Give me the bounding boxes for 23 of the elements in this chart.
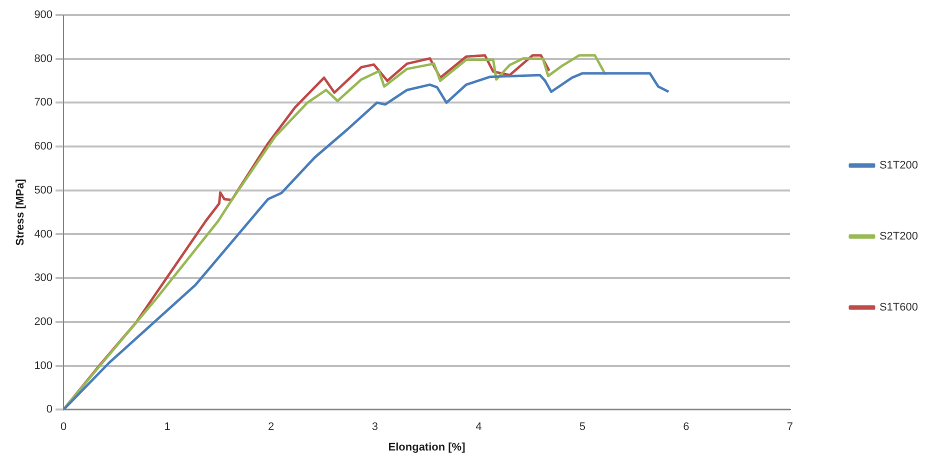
- legend-label: S2T200: [879, 230, 918, 243]
- y-tick-label: 400: [34, 228, 53, 240]
- y-tick-label: 600: [34, 140, 53, 153]
- x-axis-title: Elongation [%]: [388, 441, 466, 454]
- x-tick-label: 6: [683, 421, 690, 434]
- y-tick-label: 500: [34, 184, 53, 196]
- y-tick-label: 800: [34, 52, 53, 65]
- y-tick-label: 0: [46, 404, 53, 416]
- y-tick-label: 300: [34, 272, 53, 284]
- legend-label: S1T200: [879, 160, 918, 172]
- x-tick-label: 4: [476, 421, 482, 434]
- x-tick-label: 0: [60, 421, 67, 434]
- legend-label: S1T600: [879, 302, 918, 314]
- y-tick-label: 100: [34, 360, 53, 372]
- y-tick-label: 200: [34, 316, 53, 328]
- y-tick-label: 700: [34, 96, 53, 109]
- y-axis-title: Stress [MPa]: [14, 178, 27, 246]
- x-tick-label: 5: [579, 421, 586, 434]
- x-tick-label: 7: [786, 421, 794, 434]
- x-tick-label: 3: [372, 421, 378, 434]
- x-tick-label: 2: [268, 421, 274, 434]
- y-tick-label: 900: [34, 9, 53, 22]
- x-tick-label: 1: [164, 421, 170, 434]
